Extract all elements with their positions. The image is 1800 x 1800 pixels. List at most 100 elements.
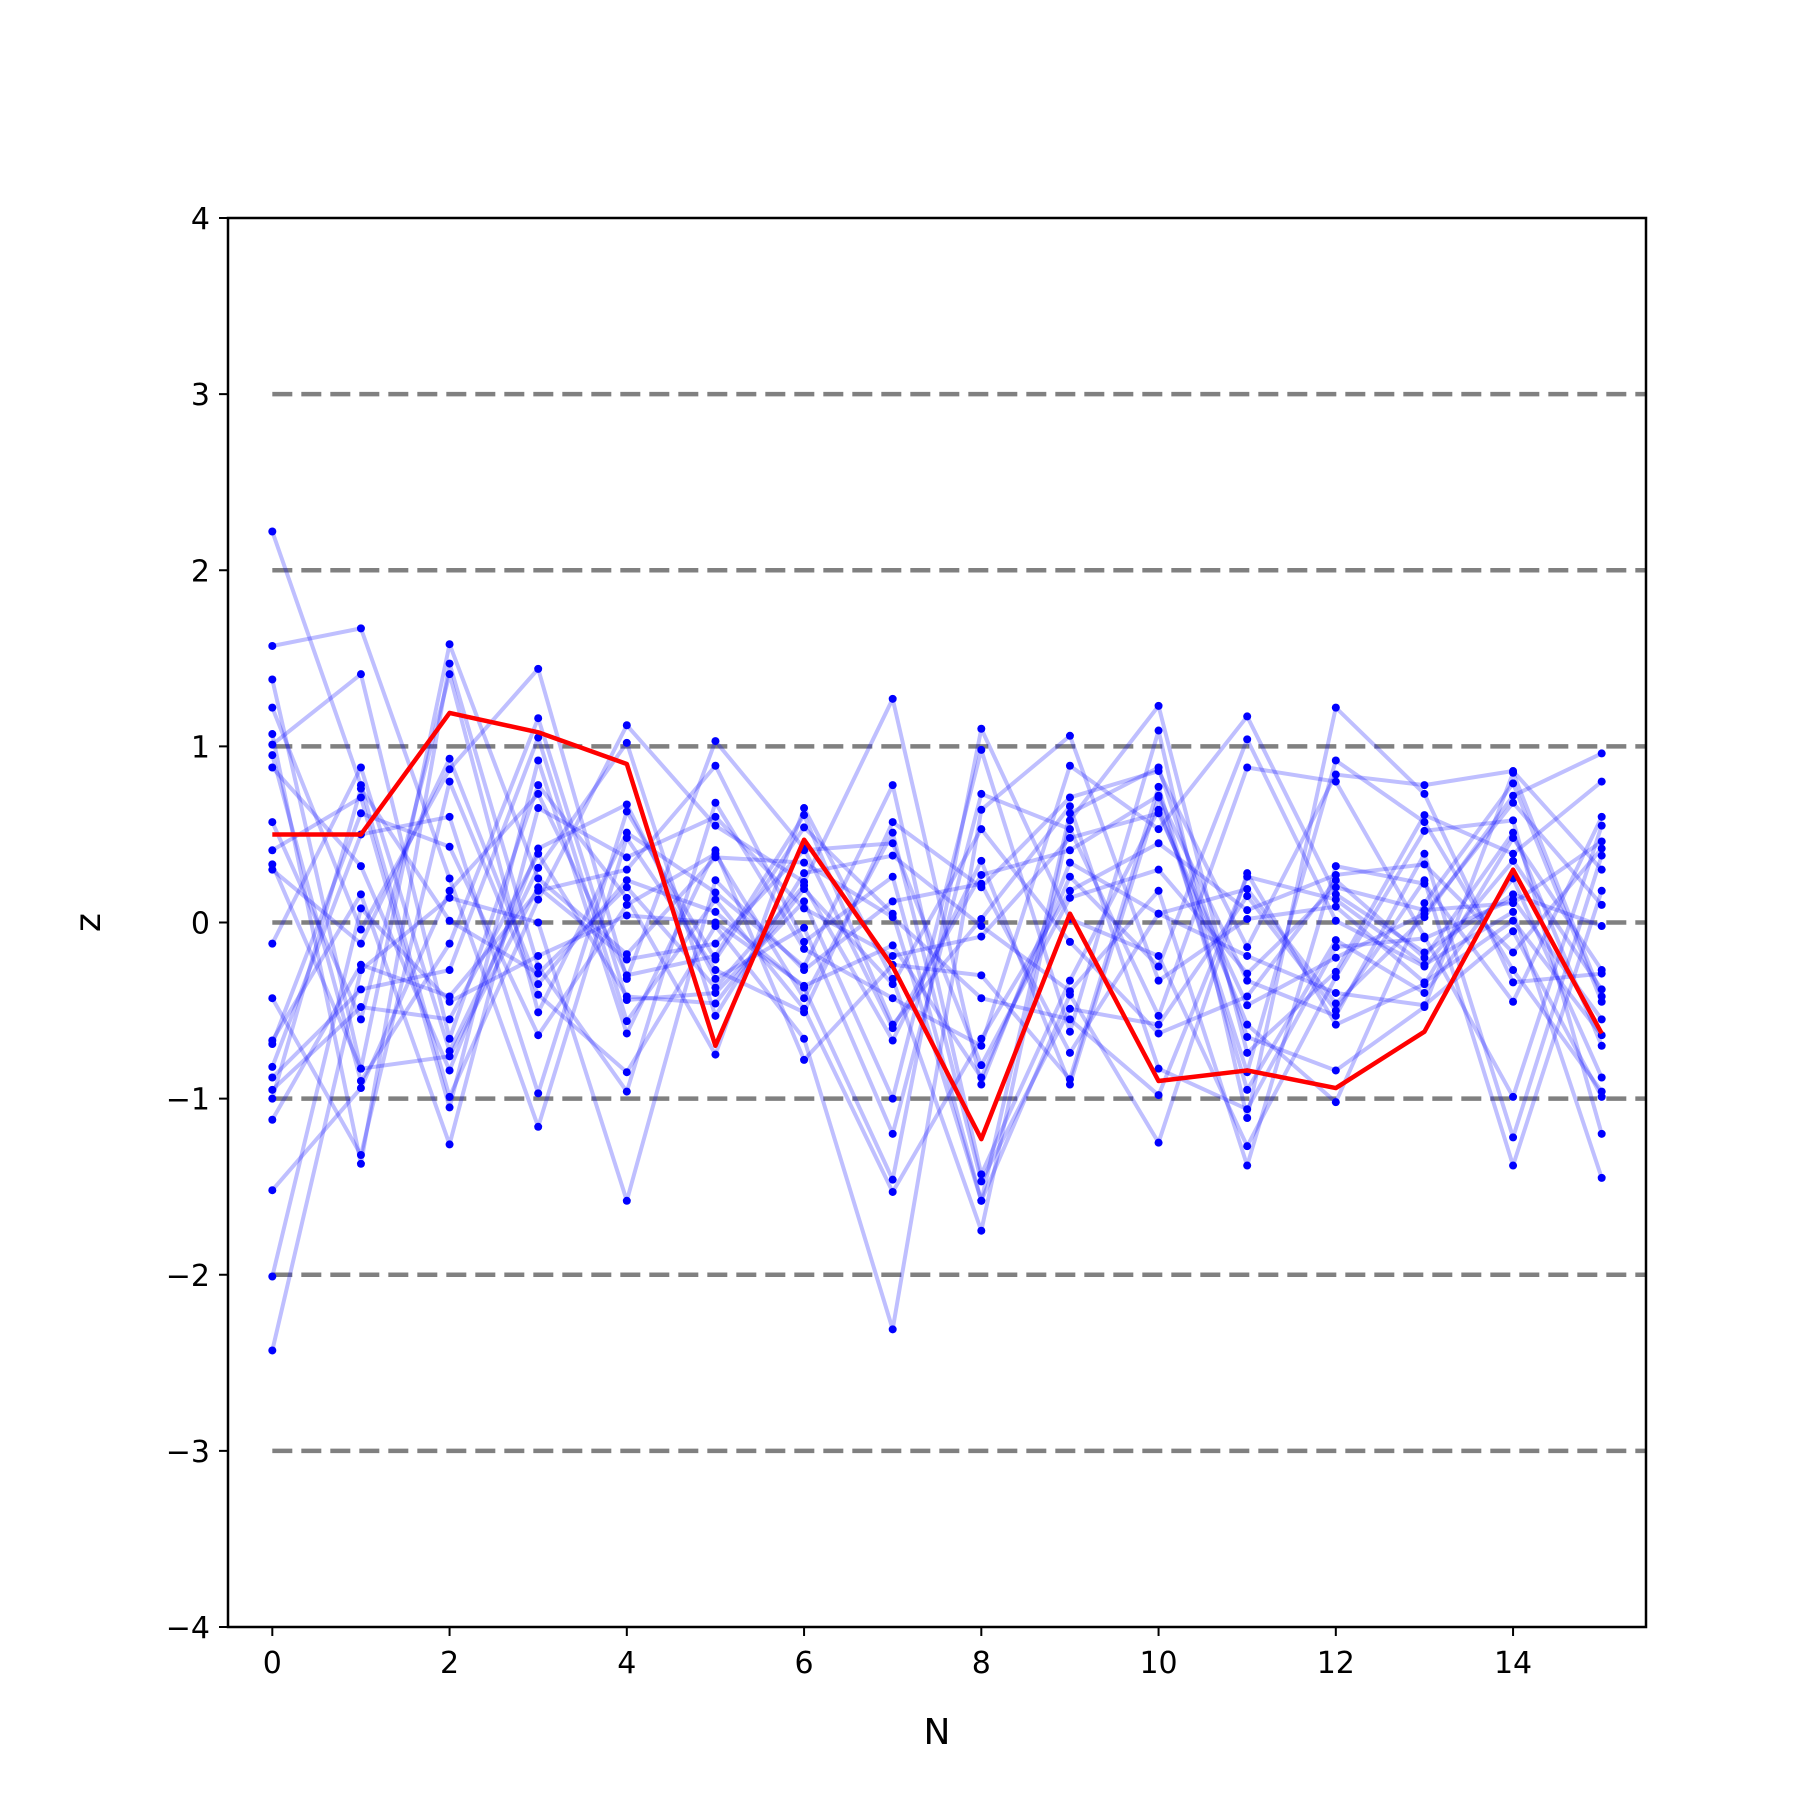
background-series-point [1065, 872, 1074, 881]
background-series-point [1420, 934, 1429, 943]
background-series-point [1597, 812, 1606, 821]
background-series-point [977, 1034, 986, 1043]
background-series-point [445, 670, 454, 679]
background-series-point [1331, 988, 1340, 997]
background-series-point [445, 765, 454, 774]
background-series-point [1065, 846, 1074, 855]
y-tick-label: −1 [166, 1083, 210, 1118]
x-tick-label: 12 [1317, 1646, 1355, 1681]
background-series-point [356, 925, 365, 934]
background-series-point [268, 1085, 277, 1094]
background-series-point [1243, 885, 1252, 894]
background-series-line [270, 666, 1604, 1140]
background-series-point [977, 971, 986, 980]
background-series-point [1509, 948, 1518, 957]
background-series-line [270, 735, 1604, 1194]
background-series-point [268, 1040, 277, 1049]
background-series-point [800, 1034, 809, 1043]
background-series-point [268, 1073, 277, 1082]
background-series-point [268, 730, 277, 739]
background-series-point [1154, 726, 1163, 735]
background-series-point [977, 914, 986, 923]
background-series-point [622, 807, 631, 816]
background-series-point [1065, 816, 1074, 825]
background-series-point [1154, 1138, 1163, 1147]
highlight-series-line [272, 710, 1604, 1142]
background-series-point [1509, 899, 1518, 908]
background-series-point [1154, 865, 1163, 874]
background-series-point [356, 1150, 365, 1159]
background-series-point [534, 789, 543, 798]
background-series-point [1154, 809, 1163, 818]
background-series-point [1243, 1113, 1252, 1122]
background-series-point [711, 888, 720, 897]
background-series-point [711, 983, 720, 992]
background-series-line [270, 763, 1604, 1203]
background-series-point [1243, 1142, 1252, 1151]
background-series-point [1420, 826, 1429, 835]
background-series-point [1509, 1161, 1518, 1170]
x-tick-label: 4 [617, 1646, 636, 1681]
background-series-point [1420, 781, 1429, 790]
background-series-point [977, 805, 986, 814]
background-series-point [268, 939, 277, 948]
background-series-point [888, 941, 897, 950]
background-series-point [888, 980, 897, 989]
background-series-point [534, 962, 543, 971]
background-series-point [1509, 849, 1518, 858]
background-series-point [888, 1175, 897, 1184]
background-series-point [1597, 992, 1606, 1001]
background-series-point [1420, 876, 1429, 885]
background-series-line [270, 642, 1604, 1179]
background-series-point [1597, 777, 1606, 786]
background-series-point [1597, 886, 1606, 895]
x-tick-label: 8 [972, 1646, 991, 1681]
background-series-point [534, 969, 543, 978]
background-series-point [1065, 825, 1074, 834]
y-tick-label: 1 [191, 730, 210, 765]
background-series-point [622, 992, 631, 1001]
background-series-point [356, 809, 365, 818]
background-series-point [445, 1103, 454, 1112]
background-series-point [445, 659, 454, 668]
background-series-point [1243, 1020, 1252, 1029]
background-series-point [622, 883, 631, 892]
background-series-point [888, 828, 897, 837]
background-series-point [268, 1186, 277, 1195]
background-series-point [268, 1115, 277, 1124]
background-series-point [1243, 869, 1252, 878]
background-series-point [800, 858, 809, 867]
background-series-point [800, 944, 809, 953]
background-series-point [445, 916, 454, 925]
background-series-point [1154, 839, 1163, 848]
background-series-point [534, 990, 543, 999]
background-series-point [800, 1004, 809, 1013]
background-series-point [622, 1196, 631, 1205]
background-series-point [445, 939, 454, 948]
background-series-point [711, 966, 720, 975]
background-series-point [534, 863, 543, 872]
background-series-point [1597, 1041, 1606, 1050]
background-series-point [1331, 1020, 1340, 1029]
background-series-point [268, 1346, 277, 1355]
background-series-point [888, 1187, 897, 1196]
background-series-point [356, 624, 365, 633]
background-series-point [1509, 997, 1518, 1006]
background-series-point [534, 1089, 543, 1098]
background-series-point [1065, 731, 1074, 740]
background-series-point [1243, 943, 1252, 952]
background-series-point [711, 951, 720, 960]
background-series-point [1420, 980, 1429, 989]
background-series-point [1065, 886, 1074, 895]
background-series-line [270, 737, 1604, 1277]
x-axis-label: N [924, 1712, 951, 1753]
background-series-point [356, 1015, 365, 1024]
background-series-point [445, 640, 454, 649]
background-series-point [1065, 990, 1074, 999]
background-series-line [270, 800, 1604, 1147]
background-series-point [1420, 906, 1429, 915]
background-series-line [271, 726, 1604, 1182]
background-series-point [888, 994, 897, 1003]
background-series-point [1065, 1027, 1074, 1036]
background-series-point [1243, 1161, 1252, 1170]
